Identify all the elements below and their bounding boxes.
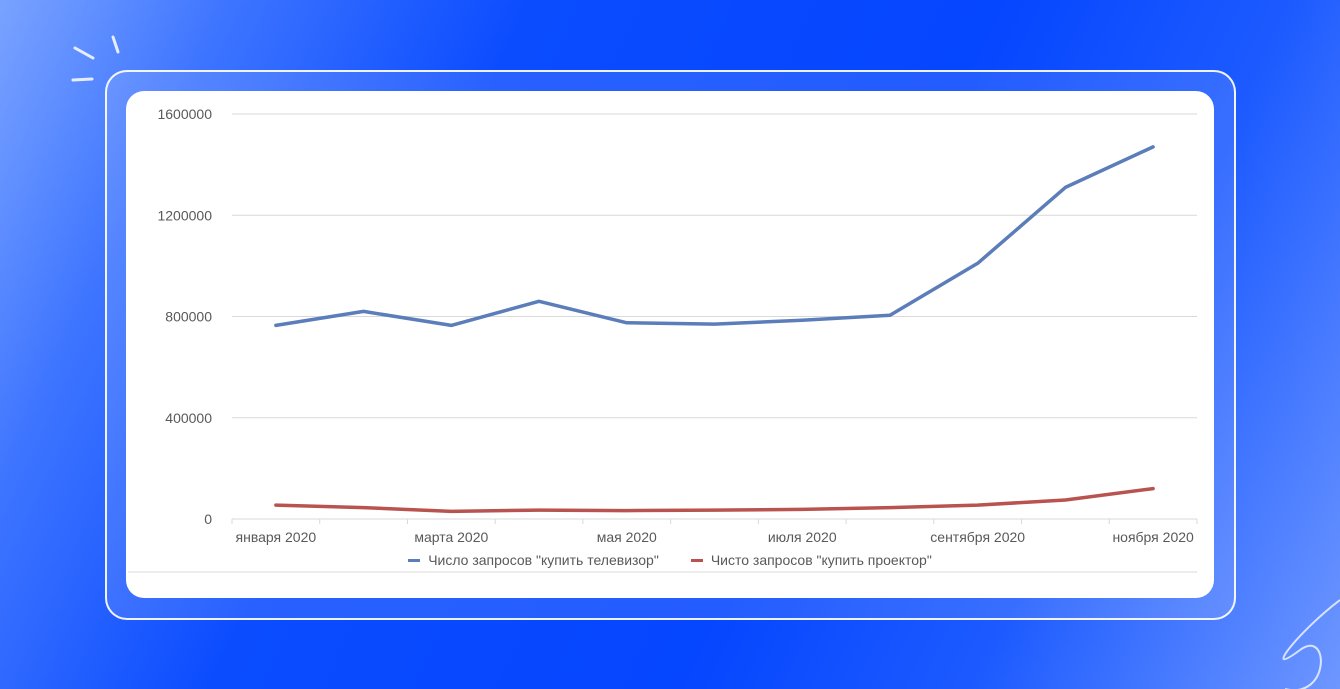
y-tick-label: 0 xyxy=(204,511,212,527)
y-tick-label: 1600000 xyxy=(157,106,212,122)
y-tick-label: 800000 xyxy=(165,309,212,325)
legend-swatch-tv xyxy=(408,558,421,562)
x-tick-label: января 2020 xyxy=(236,529,317,545)
chart-legend: Число запросов "купить телевизор" Чисто … xyxy=(270,552,1070,568)
legend-label-projector: Чисто запросов "купить проектор" xyxy=(710,552,932,568)
legend-item-tv: Число запросов "купить телевизор" xyxy=(408,552,659,568)
x-tick-label: марта 2020 xyxy=(414,529,488,545)
series-line-projector xyxy=(274,486,1155,514)
legend-label-tv: Число запросов "купить телевизор" xyxy=(428,552,659,568)
y-tick-label: 1200000 xyxy=(157,207,212,223)
x-tick-label: ноября 2020 xyxy=(1112,529,1194,545)
series-line-tv xyxy=(274,145,1155,328)
legend-swatch-projector xyxy=(690,558,703,562)
chart-card xyxy=(126,91,1214,598)
x-tick-label: сентября 2020 xyxy=(930,529,1025,545)
y-tick-label: 400000 xyxy=(165,410,212,426)
x-tick-label: мая 2020 xyxy=(597,529,657,545)
x-tick-label: июля 2020 xyxy=(768,529,837,545)
legend-item-projector: Чисто запросов "купить проектор" xyxy=(690,552,932,568)
